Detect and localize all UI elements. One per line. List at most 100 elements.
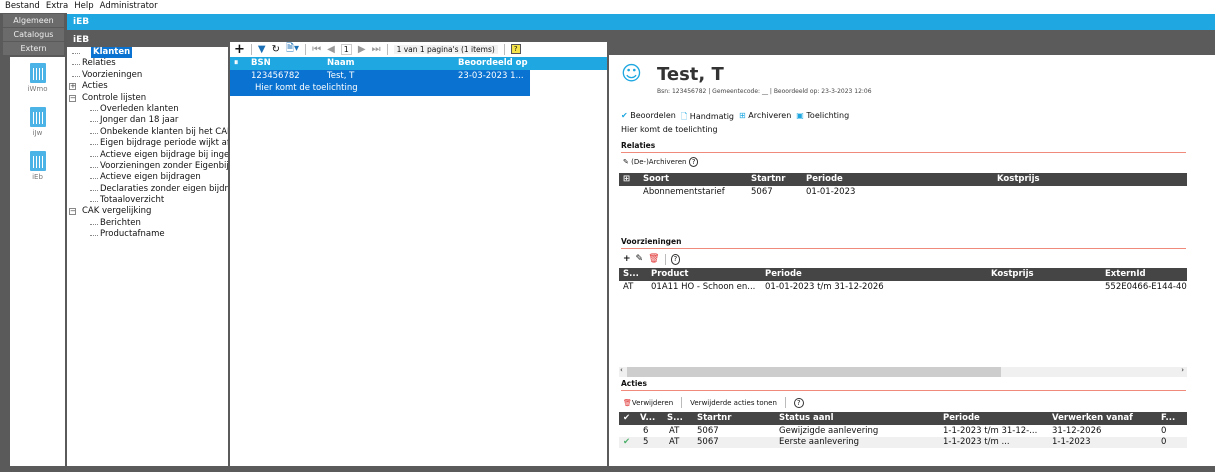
col-kostprijs[interactable]: Kostprijs xyxy=(997,174,1040,184)
menu-help[interactable]: Help xyxy=(74,1,94,11)
tree-item[interactable]: Eigen bijdrage periode wijkt af xyxy=(67,138,228,149)
col-v[interactable]: V... xyxy=(640,413,656,423)
collapse-icon[interactable]: − xyxy=(69,93,76,102)
detail-actions: ✔ Beoordelen 🗋 Handmatig ⊞ Archiveren ▣ … xyxy=(621,111,849,125)
handmatig-button[interactable]: 🗋 Handmatig xyxy=(681,111,734,125)
tree-item[interactable]: Actieve eigen bijdragen xyxy=(67,172,228,183)
scrollbar-thumb[interactable] xyxy=(627,367,1001,377)
table-row[interactable]: ✔ 5 AT 5067 Eerste aanlevering 1-1-2023 t/m .… xyxy=(619,437,1187,448)
cell: 5067 xyxy=(697,437,719,447)
table-row[interactable]: Abonnementstarief 5067 01-01-2023 xyxy=(619,187,1187,198)
last-page-icon[interactable]: ⏭ xyxy=(371,43,381,55)
tree-item[interactable]: Onbekende klanten bij het CAK xyxy=(67,127,228,138)
col-naam[interactable]: Naam xyxy=(327,58,355,68)
relaties-toolbar: ✎ (De-)Archiveren ? xyxy=(623,157,699,167)
client-grid: + ▼ ↻ 🗎▾ ⏮ ◀ 1 ▶ ⏭ 1 van 1 pagina's (1 i… xyxy=(230,42,607,466)
app-ieb[interactable]: iEb xyxy=(10,151,65,181)
next-page-icon[interactable]: ▶ xyxy=(357,43,366,55)
col-periode[interactable]: Periode xyxy=(765,269,802,279)
help-icon[interactable]: ? xyxy=(688,157,699,167)
tree-line xyxy=(90,132,98,134)
col-s[interactable]: S... xyxy=(623,269,639,279)
col-soort[interactable]: Soort xyxy=(643,174,670,184)
col-startnr[interactable]: Startnr xyxy=(751,174,786,184)
page-input[interactable]: 1 xyxy=(340,43,352,55)
tree-item[interactable]: − Controle lijsten xyxy=(67,93,228,104)
nav-tab-catalogus[interactable]: Catalogus xyxy=(3,28,64,41)
tree-item[interactable]: Totaaloverzicht xyxy=(67,195,228,206)
col-periode[interactable]: Periode xyxy=(943,413,980,423)
app-ijw[interactable]: iJw xyxy=(10,107,65,137)
tree-item[interactable]: + Acties xyxy=(67,81,228,92)
edit-icon[interactable]: ✎ xyxy=(635,254,644,264)
expand-icon[interactable]: + xyxy=(69,82,76,91)
tree-item[interactable]: Klanten xyxy=(67,47,228,59)
help-icon[interactable]: ? xyxy=(510,44,521,54)
beoordelen-button[interactable]: ✔ Beoordelen xyxy=(621,111,676,125)
help-icon[interactable]: ? xyxy=(670,254,681,265)
col-beoordeeld[interactable]: Beoordeeld op xyxy=(458,58,528,68)
scroll-left-icon[interactable]: ‹ xyxy=(620,366,623,374)
col-kostprijs[interactable]: Kostprijs xyxy=(991,269,1034,279)
col-startnr[interactable]: Startnr xyxy=(697,413,732,423)
col-product[interactable]: Product xyxy=(651,269,689,279)
scroll-right-icon[interactable]: › xyxy=(1181,366,1184,374)
check-all-icon[interactable]: ✔ xyxy=(623,413,631,423)
table-row[interactable]: 6 AT 5067 Gewijzigde aanlevering 1-1-2023 t/… xyxy=(619,426,1187,437)
cell: Eerste aanlevering xyxy=(779,437,860,447)
menu-extra[interactable]: Extra xyxy=(45,1,69,11)
show-deleted-button[interactable]: Verwijderde acties tonen xyxy=(690,398,777,407)
add-icon[interactable]: + xyxy=(234,41,245,57)
tree-item[interactable]: − CAK vergelijking xyxy=(67,206,228,217)
tree-item[interactable]: Declaraties zonder eigen bijdrage xyxy=(67,184,228,195)
col-verwerken[interactable]: Verwerken vanaf xyxy=(1052,413,1133,423)
menu-bestand[interactable]: Bestand xyxy=(5,1,40,11)
nav-tab-algemeen[interactable]: Algemeen xyxy=(3,14,64,27)
table-row[interactable]: AT 01A11 HO - Schoon en... 01-01-2023 t/… xyxy=(619,282,1187,293)
horizontal-scrollbar[interactable]: ‹ › xyxy=(619,366,1187,377)
nav-tab-extern[interactable]: Extern xyxy=(3,42,64,55)
col-periode[interactable]: Periode xyxy=(806,174,843,184)
tree-item[interactable]: Actieve eigen bijdrage bij ingetrokken xyxy=(67,150,228,161)
verwijderen-button[interactable]: 🗑Verwijderen xyxy=(623,399,673,407)
check-icon: ✔ xyxy=(621,111,628,120)
edit-icon[interactable]: ✎ xyxy=(623,158,629,166)
toelichting-button[interactable]: ▣ Toelichting xyxy=(796,111,849,125)
tree-item[interactable]: Jonger dan 18 jaar xyxy=(67,115,228,126)
menu-administrator[interactable]: Administrator xyxy=(99,1,158,11)
export-icon[interactable]: 🗎▾ xyxy=(286,42,300,54)
table-row[interactable]: 123456782 Test, T 23-03-2023 1... Hier k… xyxy=(230,70,530,96)
tree-item[interactable]: Overleden klanten xyxy=(67,104,228,115)
tree-item[interactable]: Berichten xyxy=(67,218,228,229)
col-bsn[interactable]: BSN xyxy=(251,58,271,68)
cell: 31-12-2026 xyxy=(1052,426,1102,436)
tree-item[interactable]: Productafname xyxy=(67,229,228,240)
filter-icon[interactable]: ▼ xyxy=(257,43,266,55)
navigation-tree: Klanten Relaties Voorzieningen + Acties − Cont… xyxy=(67,47,228,466)
collapse-icon[interactable]: − xyxy=(69,207,76,216)
column-selector-icon[interactable]: ⏸ xyxy=(234,58,239,68)
cell: AT xyxy=(669,426,680,436)
app-iwmo[interactable]: iWmo xyxy=(10,63,65,93)
prev-page-icon[interactable]: ◀ xyxy=(327,43,335,55)
cell: 5067 xyxy=(697,426,719,436)
tree-line xyxy=(72,53,80,54)
tree-item[interactable]: Relaties xyxy=(67,58,228,69)
col-f[interactable]: F... xyxy=(1161,413,1176,423)
archiveren-button[interactable]: ⊞ Archiveren xyxy=(739,111,791,125)
tree-item[interactable]: Voorzieningen xyxy=(67,70,228,81)
help-icon[interactable]: ? xyxy=(793,397,804,408)
first-page-icon[interactable]: ⏮ xyxy=(312,43,322,55)
column-chooser-icon[interactable]: ⊞ xyxy=(623,174,631,184)
delete-icon[interactable]: 🗑 xyxy=(648,254,660,264)
col-externid[interactable]: ExternId xyxy=(1105,269,1146,279)
module-nav: Algemeen Catalogus Extern iWmo iJw iEb xyxy=(0,13,67,472)
col-status[interactable]: Status aanl xyxy=(779,413,834,423)
archive-toggle-button[interactable]: (De-)Archiveren xyxy=(631,158,687,166)
add-icon[interactable]: + xyxy=(623,254,631,264)
cell-bsn: 123456782 xyxy=(251,71,300,81)
tree-item-label: Overleden klanten xyxy=(100,103,179,114)
col-s[interactable]: S... xyxy=(667,413,683,423)
refresh-icon[interactable]: ↻ xyxy=(271,43,280,55)
